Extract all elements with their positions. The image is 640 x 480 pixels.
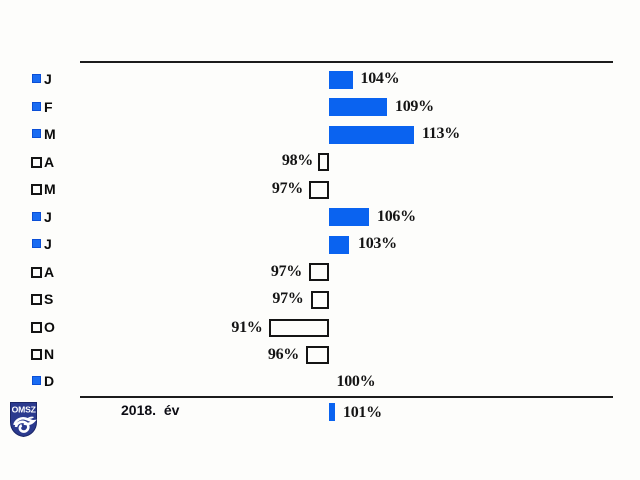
svg-text:OMSZ: OMSZ (12, 405, 36, 415)
